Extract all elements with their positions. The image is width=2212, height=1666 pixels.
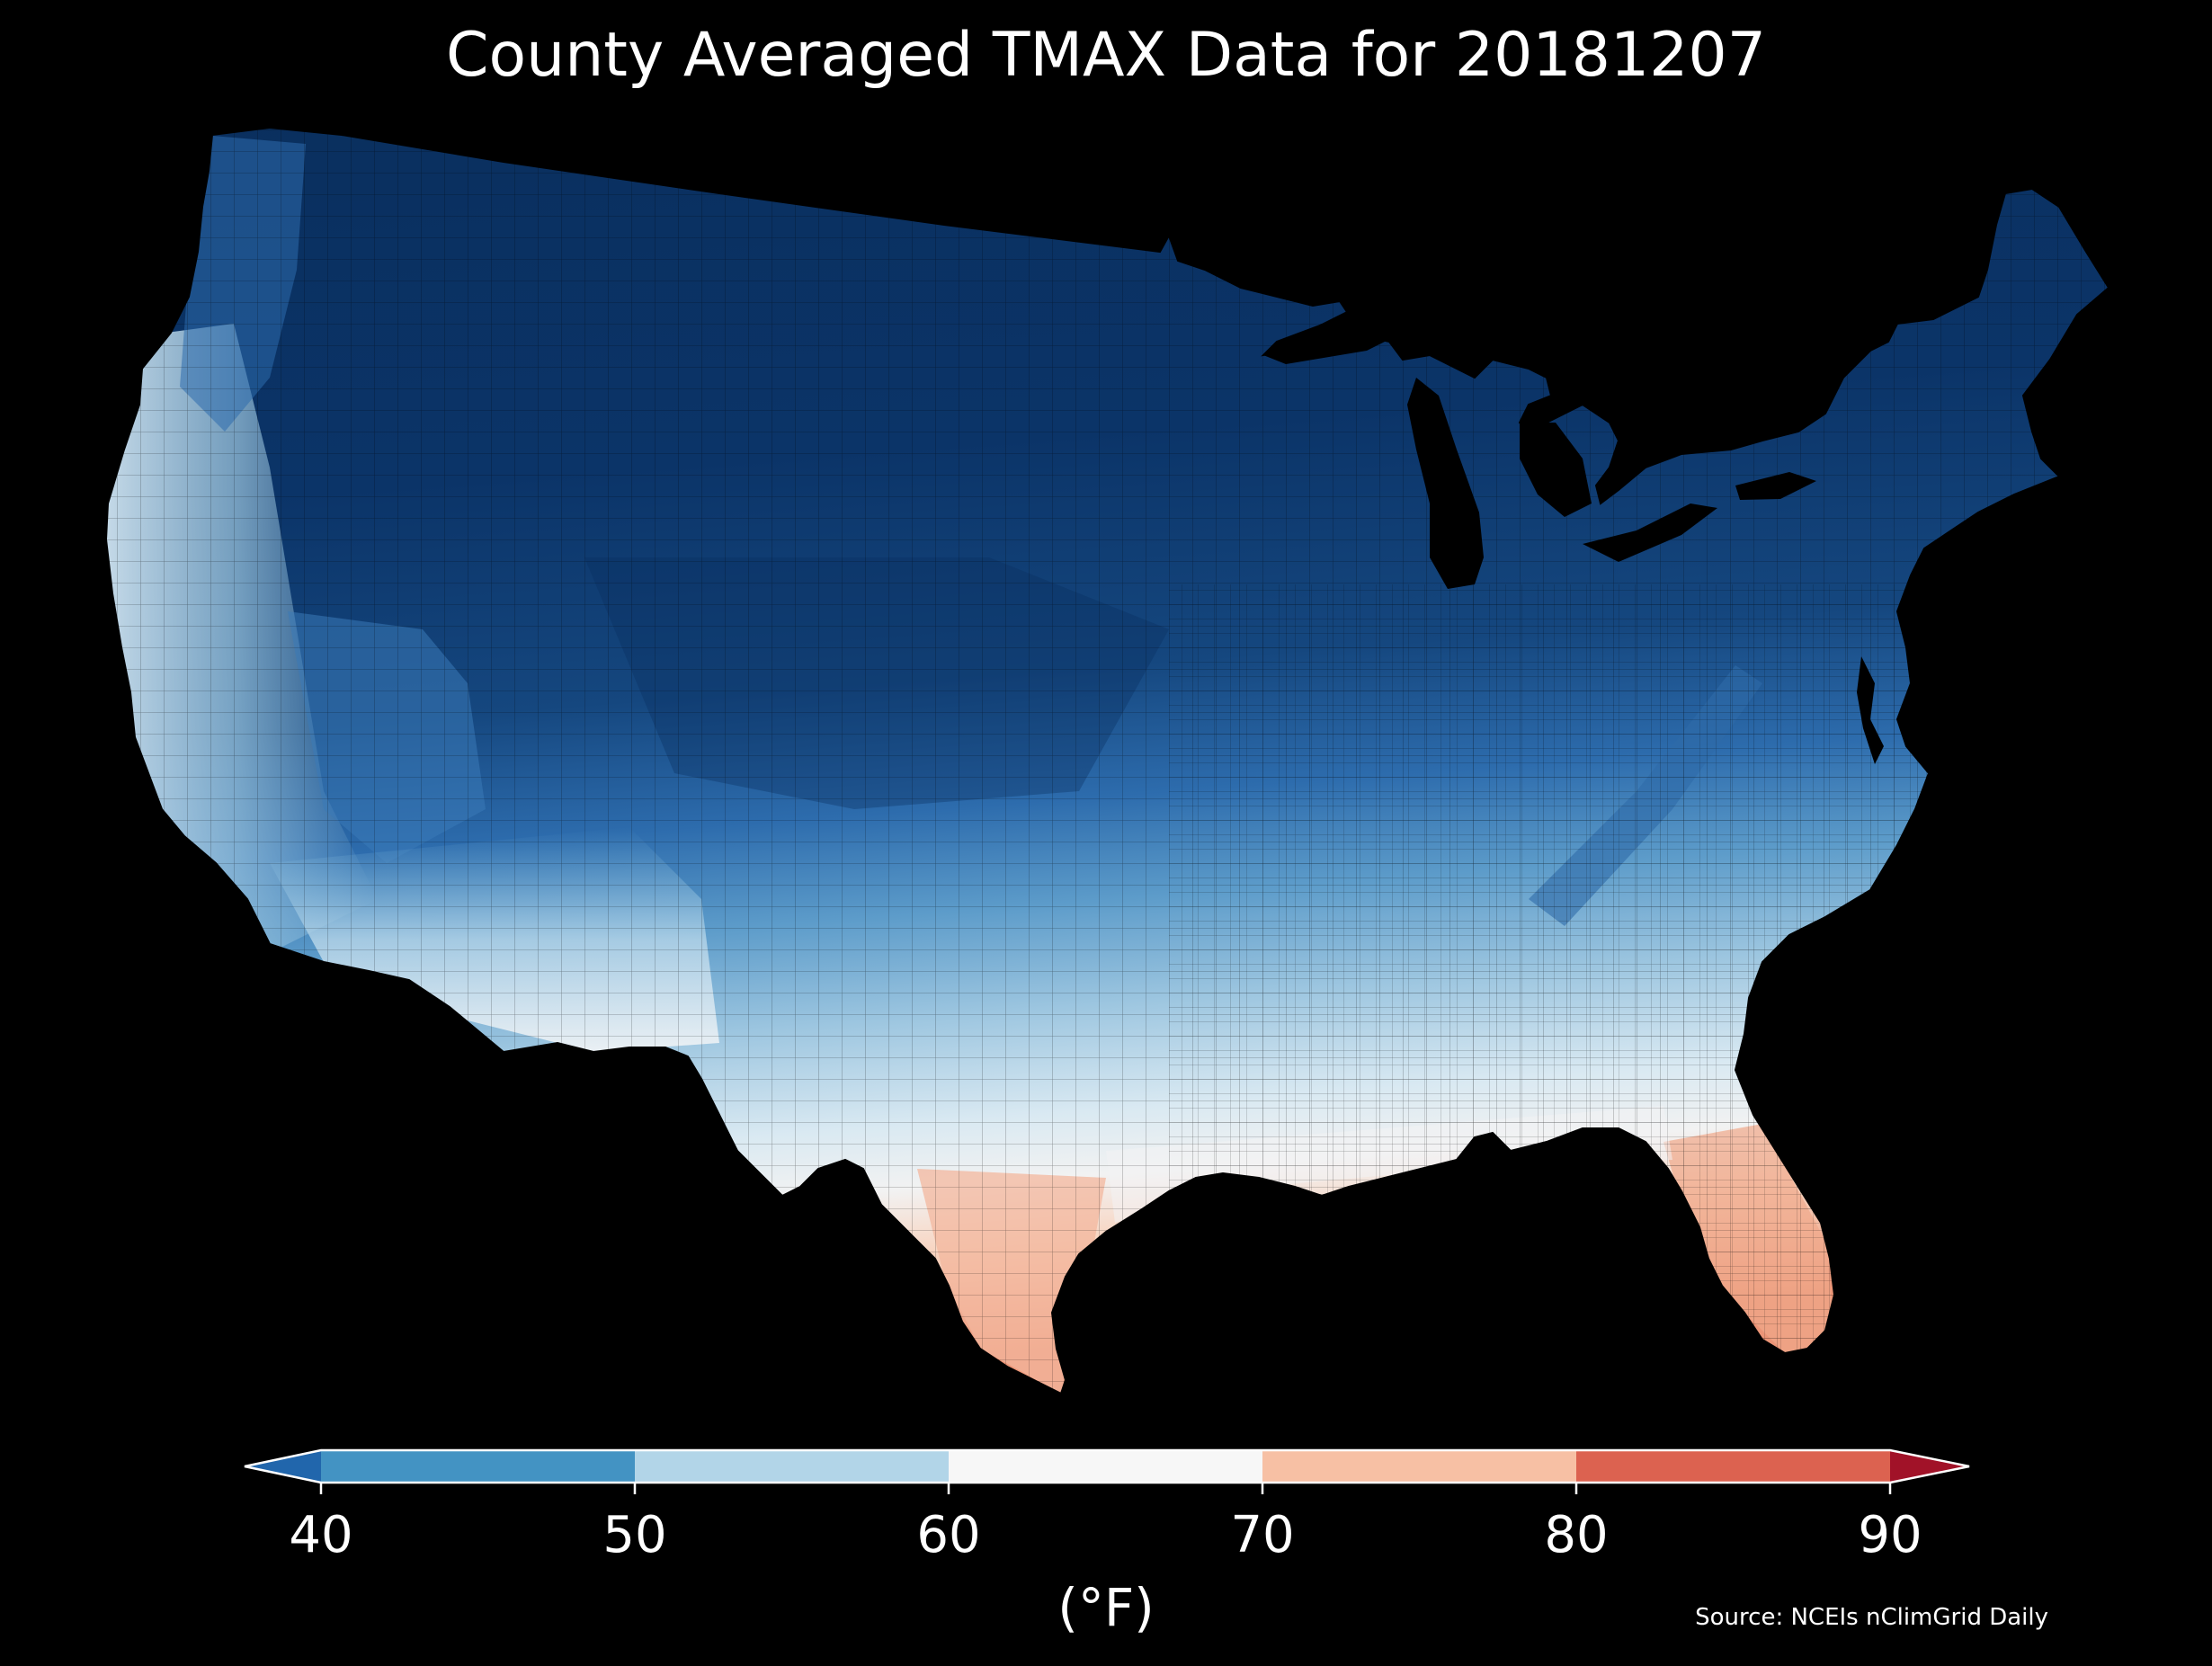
colorbar-bin-70-80 xyxy=(1262,1450,1576,1483)
great-lakes xyxy=(1263,292,1816,589)
map-title: County Averaged TMAX Data for 20181207 xyxy=(446,20,1766,91)
colorbar-bin-80-90 xyxy=(1576,1450,1890,1483)
colorbar-tick-label-50: 50 xyxy=(602,1506,667,1564)
colorbar-bin-40-50 xyxy=(321,1450,635,1483)
colorbar-tick-label-40: 40 xyxy=(289,1506,353,1564)
map-land xyxy=(106,128,2109,1394)
colorbar-tick-label-70: 70 xyxy=(1230,1506,1295,1564)
colorbar-tick-label-80: 80 xyxy=(1544,1506,1609,1564)
colorbar-ticks xyxy=(319,1483,1892,1494)
chesapeake-bay xyxy=(1857,656,1884,764)
colorbar-tick-label-90: 90 xyxy=(1858,1506,1922,1564)
colorbar-extend-min xyxy=(245,1450,321,1483)
colorbar-units-label: (°F) xyxy=(1057,1577,1155,1638)
colorbar-tick-label-60: 60 xyxy=(916,1506,981,1564)
colorbar xyxy=(244,1448,1970,1494)
source-credit: Source: NCEIs nClimGrid Daily xyxy=(1695,1604,2048,1631)
colorbar-extend-max xyxy=(1890,1450,1969,1483)
colorbar-bin-50-60 xyxy=(635,1450,949,1483)
colorbar-bin-60-70 xyxy=(949,1450,1262,1483)
